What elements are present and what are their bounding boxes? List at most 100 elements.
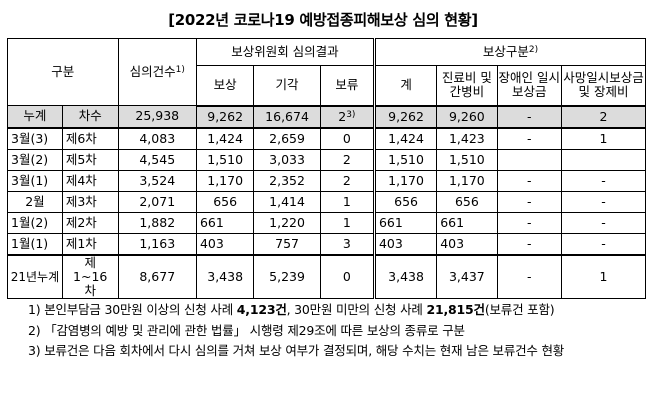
cell-disability: -	[496, 105, 563, 129]
cell-reject: 16,674	[253, 105, 321, 129]
cell-pending: 1	[319, 190, 375, 213]
cell-round: 제2차	[61, 211, 119, 234]
cell-sum: 1,510	[372, 148, 438, 171]
cell-reject: 1,414	[253, 190, 321, 213]
header-pending: 보류	[319, 65, 375, 107]
cell-pending: 23)	[319, 105, 375, 129]
cell-death: 1	[561, 127, 646, 150]
cell-compensate: 403	[195, 232, 255, 256]
header-total: 계	[372, 65, 438, 107]
footnote-2: 2) 「감염병의 예방 및 관리에 관한 법률」 시행령 제29조에 따른 보상…	[28, 322, 465, 338]
cell-review: 8,677	[117, 254, 197, 299]
cell-label: 21년누계	[7, 254, 63, 299]
cell-disability	[496, 148, 563, 171]
cell-death: -	[561, 169, 646, 192]
header-compensate: 보상	[195, 65, 255, 107]
cell-sum: 661	[372, 211, 438, 234]
cell-sum: 656	[372, 190, 438, 213]
header-review-count: 심의건수1)	[117, 38, 197, 106]
cell-pending: 3	[319, 232, 375, 256]
header-medical: 진료비 및 간병비	[436, 65, 498, 107]
cell-compensate: 1,170	[195, 169, 255, 192]
footnote-1: 1) 본인부담금 30만원 이상의 신청 사례 4,123건, 30만원 미만의…	[28, 302, 555, 317]
cell-compensate: 661	[195, 211, 255, 234]
cell-reject: 2,659	[253, 127, 321, 150]
cell-review: 4,083	[117, 127, 197, 150]
cell-round: 제4차	[61, 169, 119, 192]
cell-month: 2월	[7, 190, 63, 213]
cell-sum: 9,262	[372, 105, 438, 129]
table-row-cumulative-2021: 21년누계 제1~16차 8,677 3,438 5,239 0 3,438 3…	[7, 254, 646, 299]
cell-medical: 3,437	[436, 254, 498, 299]
cell-round: 차수	[61, 105, 119, 129]
table-row: 3월(1) 제4차 3,524 1,170 2,352 2 1,170 1,17…	[7, 169, 646, 192]
cell-compensate: 3,438	[195, 254, 255, 299]
table-row: 1월(2) 제2차 1,882 661 1,220 1 661 661 - -	[7, 211, 646, 234]
cell-compensate: 9,262	[195, 105, 255, 129]
cell-medical: 9,260	[436, 105, 498, 129]
table-row: 2월 제3차 2,071 656 1,414 1 656 656 - -	[7, 190, 646, 213]
cell-reject: 5,239	[253, 254, 321, 299]
table-row-total: 누계 차수 25,938 9,262 16,674 23) 9,262 9,26…	[7, 105, 646, 129]
cell-medical: 656	[436, 190, 498, 213]
cell-death	[561, 148, 646, 171]
page-title: [2022년 코로나19 예방접종피해보상 심의 현황]	[168, 11, 478, 29]
cell-death: 2	[561, 105, 646, 129]
cell-disability: -	[496, 211, 563, 234]
cell-round: 제6차	[61, 127, 119, 150]
cell-disability: -	[496, 190, 563, 213]
review-status-table: 구분 심의건수1) 보상위원회 심의결과 보상구분2) 보상 기각 보류 계 진…	[7, 38, 646, 299]
cell-disability: -	[496, 169, 563, 192]
cell-month: 3월(3)	[7, 127, 63, 150]
cell-pending: 0	[319, 254, 375, 299]
cell-review: 4,545	[117, 148, 197, 171]
cell-pending: 1	[319, 211, 375, 234]
header-reject: 기각	[253, 65, 321, 107]
cell-sum: 1,170	[372, 169, 438, 192]
cell-compensate: 1,424	[195, 127, 255, 150]
cell-review: 1,882	[117, 211, 197, 234]
cell-disability: -	[496, 254, 563, 299]
cell-medical: 1,510	[436, 148, 498, 171]
cell-round: 제1차	[61, 232, 119, 256]
cell-death: -	[561, 211, 646, 234]
cell-pending: 2	[319, 148, 375, 171]
cell-round: 제3차	[61, 190, 119, 213]
cell-review: 3,524	[117, 169, 197, 192]
cell-medical: 403	[436, 232, 498, 256]
cell-medical: 661	[436, 211, 498, 234]
cell-disability: -	[496, 127, 563, 150]
cell-medical: 1,170	[436, 169, 498, 192]
cell-pending: 2	[319, 169, 375, 192]
cell-compensate: 1,510	[195, 148, 255, 171]
header-committee-result: 보상위원회 심의결과	[195, 38, 375, 66]
cell-death: -	[561, 190, 646, 213]
footnote-3: 3) 보류건은 다음 회차에서 다시 심의를 거쳐 보상 여부가 결정되며, 해…	[28, 343, 565, 358]
header-compensation-type: 보상구분2)	[372, 38, 646, 66]
cell-sum: 1,424	[372, 127, 438, 150]
table-row: 1월(1) 제1차 1,163 403 757 3 403 403 - -	[7, 232, 646, 256]
cell-death: -	[561, 232, 646, 256]
cell-death: 1	[561, 254, 646, 299]
cell-month: 3월(2)	[7, 148, 63, 171]
cell-month: 1월(2)	[7, 211, 63, 234]
cell-disability: -	[496, 232, 563, 256]
header-disability: 장애인 일시보상금	[496, 65, 563, 107]
header-category: 구분	[7, 38, 119, 106]
cell-label: 누계	[7, 105, 63, 129]
table-row: 3월(2) 제5차 4,545 1,510 3,033 2 1,510 1,51…	[7, 148, 646, 171]
cell-round: 제5차	[61, 148, 119, 171]
cell-reject: 2,352	[253, 169, 321, 192]
cell-month: 1월(1)	[7, 232, 63, 256]
header-death: 사망일시보상금 및 장제비	[561, 65, 646, 107]
table-row: 3월(3) 제6차 4,083 1,424 2,659 0 1,424 1,42…	[7, 127, 646, 150]
cell-pending: 0	[319, 127, 375, 150]
cell-month: 3월(1)	[7, 169, 63, 192]
cell-sum: 3,438	[372, 254, 438, 299]
cell-review: 25,938	[117, 105, 197, 129]
cell-reject: 3,033	[253, 148, 321, 171]
cell-review: 2,071	[117, 190, 197, 213]
cell-medical: 1,423	[436, 127, 498, 150]
cell-compensate: 656	[195, 190, 255, 213]
cell-round: 제1~16차	[61, 254, 119, 299]
